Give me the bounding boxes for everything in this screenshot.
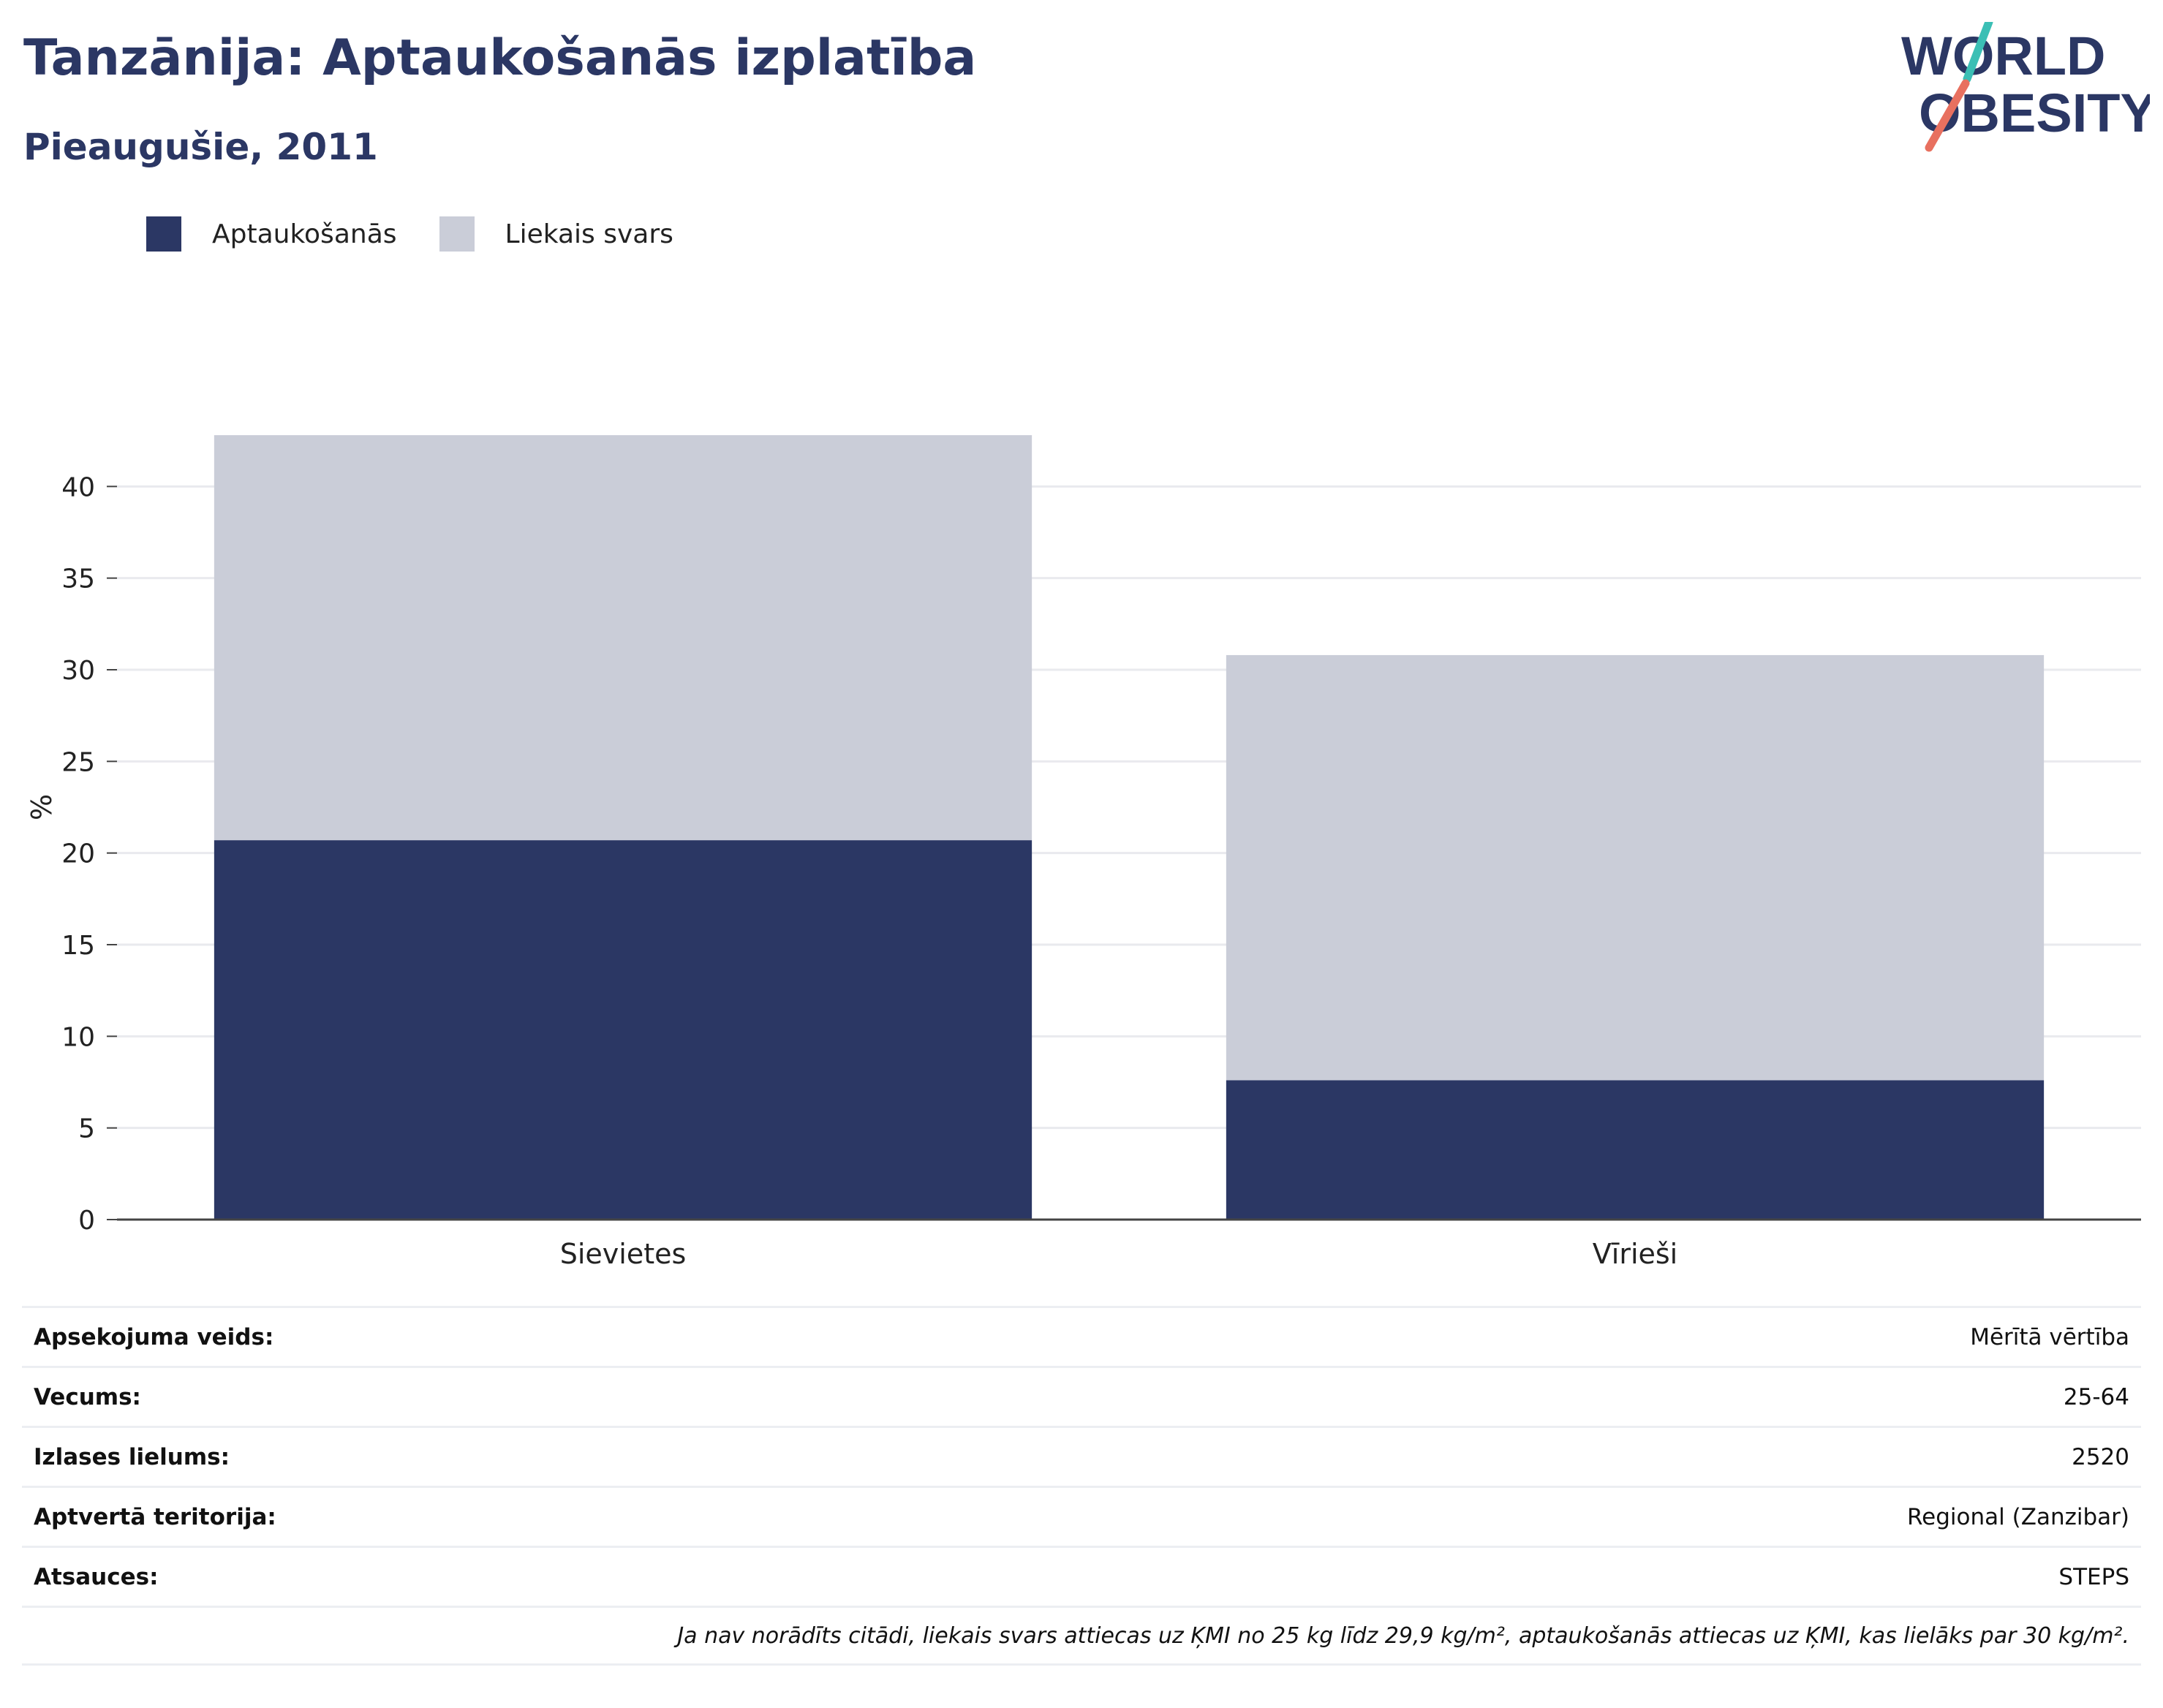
legend-item-obesity[interactable]: Aptaukošanās	[146, 216, 397, 252]
info-table: Apsekojuma veids: Mērītā vērtība Vecums:…	[22, 1306, 2141, 1666]
logo-teal-stroke	[1963, 22, 1993, 83]
y-tick-label: 40	[61, 472, 95, 502]
info-value: Regional (Zanzibar)	[1907, 1503, 2129, 1530]
info-row-age: Vecums: 25-64	[22, 1366, 2141, 1426]
y-tick-label: 30	[61, 656, 95, 686]
info-value: 2520	[2072, 1443, 2129, 1470]
chart-title: Tanzānija: Aptaukošanās izplatība	[23, 29, 977, 87]
y-axis-label: %	[26, 794, 58, 820]
y-tick-label: 15	[61, 931, 95, 961]
info-key: Aptvertā teritorija:	[34, 1503, 276, 1530]
logo-coral-stroke	[1925, 79, 1970, 152]
y-tick-label: 25	[61, 747, 95, 777]
x-tick-label: Vīrieši	[1593, 1238, 1677, 1270]
legend-label-obesity: Aptaukošanās	[212, 219, 397, 249]
info-row-area: Aptvertā teritorija: Regional (Zanzibar)	[22, 1486, 2141, 1546]
info-value: STEPS	[2058, 1563, 2129, 1590]
logo-line1: WORLD	[1901, 26, 2106, 86]
bar-overweight-men	[1226, 654, 2045, 1081]
bar-overweight-women	[214, 435, 1033, 841]
info-row-survey-type: Apsekojuma veids: Mērītā vērtība	[22, 1306, 2141, 1366]
legend-label-overweight: Liekais svars	[505, 219, 673, 249]
y-tick-label: 10	[61, 1022, 95, 1052]
bar-obesity-men	[1226, 1080, 2045, 1220]
info-key: Atsauces:	[34, 1563, 159, 1590]
chart-legend: Aptaukošanās Liekais svars	[146, 216, 716, 252]
legend-swatch-overweight	[439, 216, 475, 252]
info-key: Apsekojuma veids:	[34, 1323, 274, 1350]
chart-subtitle: Pieaugušie, 2011	[23, 126, 378, 168]
legend-swatch-obesity	[146, 216, 181, 252]
info-key: Izlases lielums:	[34, 1443, 230, 1470]
y-tick-label: 5	[78, 1114, 95, 1144]
y-tick-label: 0	[78, 1206, 95, 1236]
world-obesity-logo: WORLD OBESITY	[1901, 22, 2150, 152]
info-value: Mērītā vērtība	[1970, 1323, 2129, 1350]
bar-obesity-women	[214, 840, 1033, 1220]
info-row-references: Atsauces: STEPS	[22, 1546, 2141, 1606]
bar-chart: 0 5 10 15 20 25 30 35 40% Sievietes Vīrieši	[26, 435, 2141, 1270]
y-tick-label: 35	[61, 564, 95, 594]
x-tick-label: Sievietes	[560, 1238, 687, 1270]
info-key: Vecums:	[34, 1383, 141, 1410]
info-row-sample-size: Izlases lielums: 2520	[22, 1426, 2141, 1486]
info-footnote: Ja nav norādīts citādi, liekais svars at…	[22, 1606, 2141, 1666]
legend-item-overweight[interactable]: Liekais svars	[439, 216, 673, 252]
info-value: 25-64	[2063, 1383, 2129, 1410]
y-tick-label: 20	[61, 839, 95, 869]
